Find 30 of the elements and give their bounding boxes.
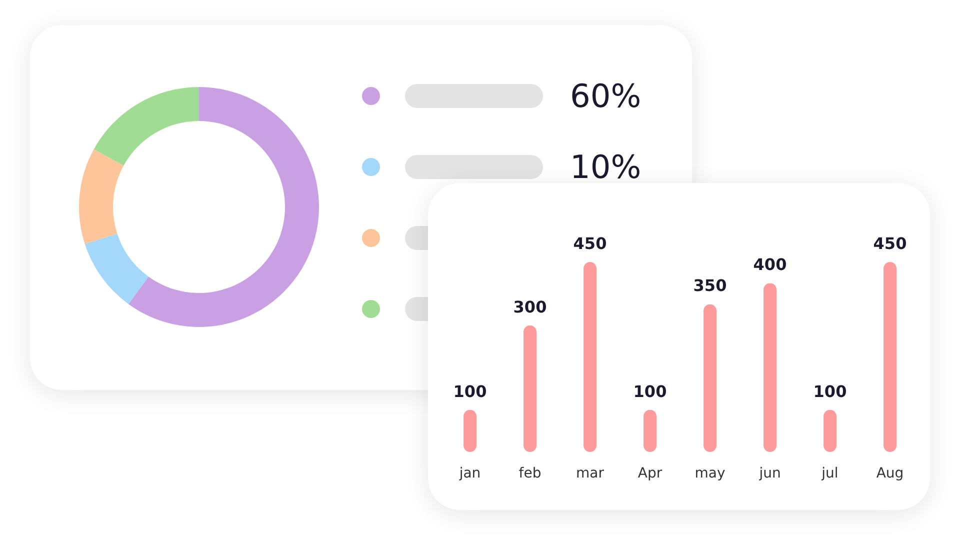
data-label: 100 [453,382,487,401]
bar [704,304,716,452]
data-label: 100 [813,382,847,401]
data-label: 450 [573,234,607,253]
x-tick-label: feb [518,466,542,482]
text: 60% [570,76,642,116]
data-label: 350 [693,276,727,296]
x-tick-label: jul [820,466,838,482]
x-tick-label: mar [576,466,604,482]
x-tick-label: may [694,466,726,482]
x-tick-label: Aug [876,466,904,482]
data-label: 300 [513,297,547,316]
bar [524,325,536,452]
bar [884,262,896,452]
donut-slice [84,234,148,304]
bar [464,410,476,452]
x-tick-label: jun [758,466,781,482]
data-label: 450 [873,234,907,253]
data-label: 400 [753,255,787,274]
data-label: 100 [633,382,667,401]
text: 10% [570,147,642,187]
bar [584,262,596,452]
donut-slice [128,87,319,327]
bar [644,410,656,452]
donut-slice [94,87,199,166]
x-tick-label: Apr [638,466,662,482]
donut-slice [79,149,124,244]
x-tick-label: jan [458,466,481,482]
bar [824,410,836,452]
bar [764,283,776,452]
